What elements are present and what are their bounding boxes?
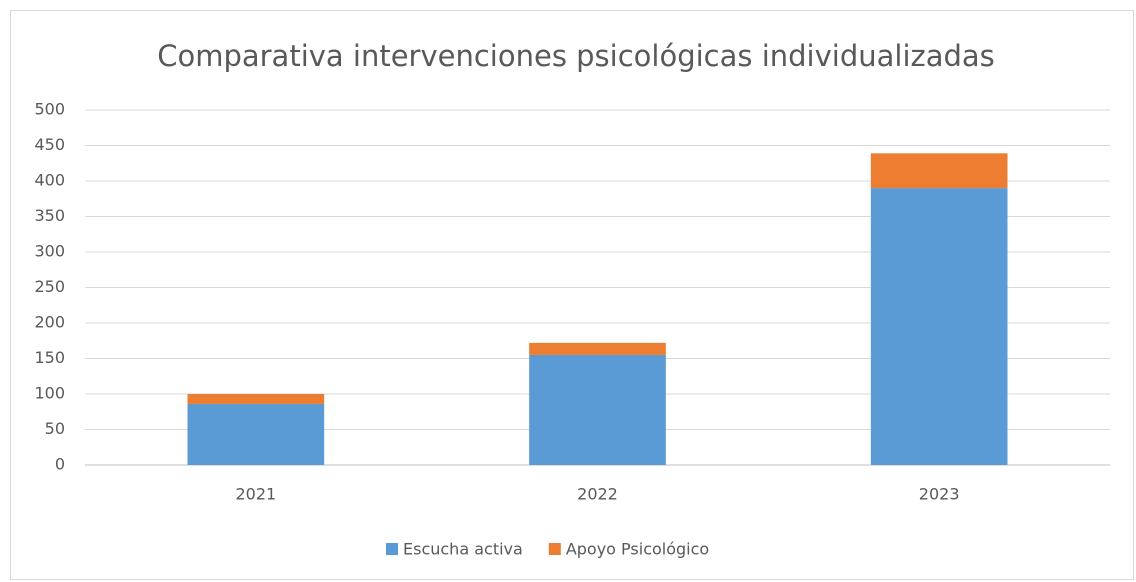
chart-title: Comparativa intervenciones psicológicas … (157, 39, 995, 73)
bar-segment (187, 394, 325, 404)
legend-label: Apoyo Psicológico (566, 540, 709, 559)
bar-segment (870, 153, 1008, 189)
x-tick-label: 2021 (235, 485, 276, 504)
x-tick-label: 2022 (577, 485, 618, 504)
legend-swatch (386, 543, 398, 555)
legend-label: Escucha activa (403, 540, 523, 559)
bar-segment (529, 354, 666, 465)
y-tick-label: 350 (34, 206, 65, 225)
bar-segment (187, 403, 325, 465)
bar-segment (529, 342, 666, 355)
y-tick-label: 0 (55, 455, 65, 474)
bar-segment (870, 188, 1008, 465)
legend-swatch (548, 543, 561, 555)
y-tick-label: 200 (34, 313, 65, 332)
y-tick-label: 250 (34, 277, 65, 296)
y-tick-label: 450 (34, 135, 65, 154)
x-tick-label: 2023 (919, 485, 960, 504)
y-tick-label: 50 (45, 419, 65, 438)
y-tick-label: 400 (34, 171, 65, 190)
y-tick-label: 150 (34, 348, 65, 367)
y-tick-label: 100 (34, 384, 65, 403)
y-tick-label: 500 (34, 100, 65, 119)
y-tick-label: 300 (34, 242, 65, 261)
